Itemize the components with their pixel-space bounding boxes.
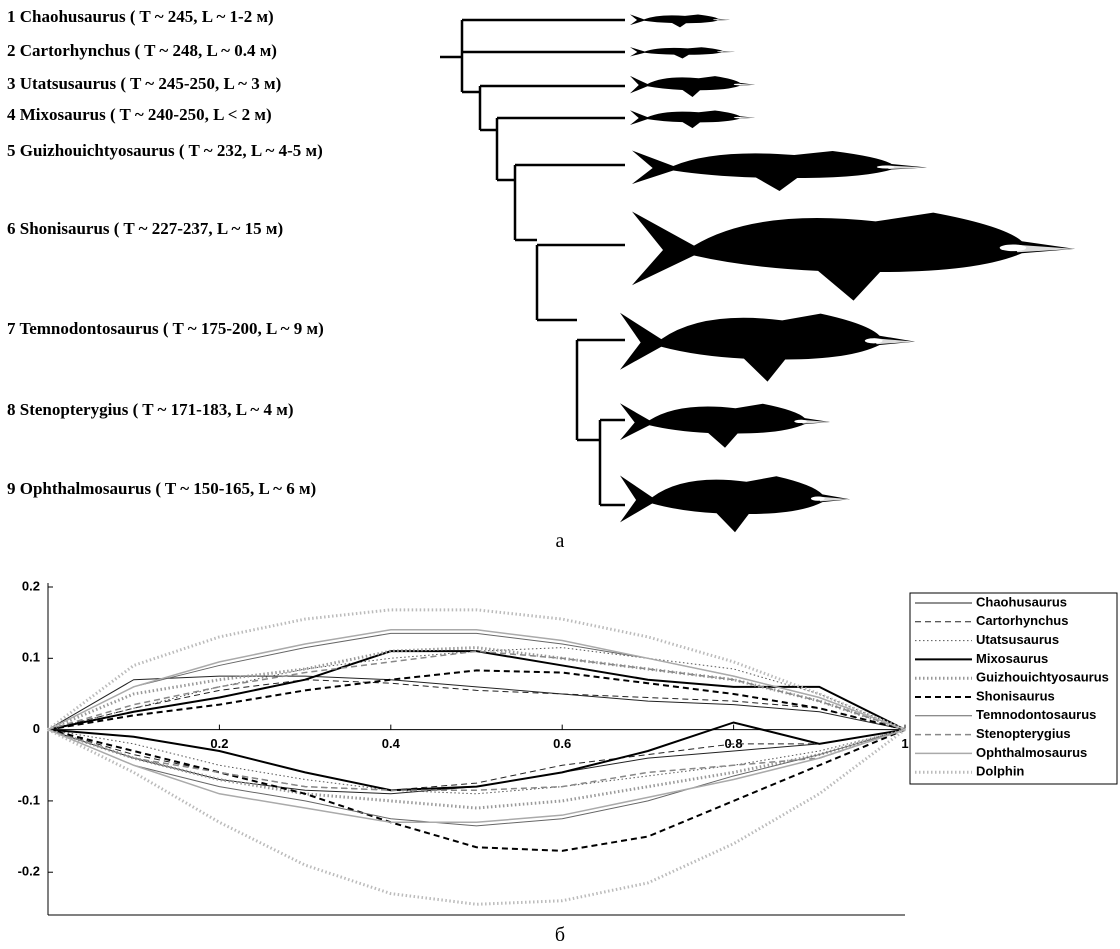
x-tick-label: 0.6 (553, 736, 571, 751)
legend-label: Dolphin (976, 764, 1024, 779)
x-tick-label: 0.4 (382, 736, 401, 751)
silhouettes (620, 14, 1075, 532)
y-tick-label: 0.1 (22, 650, 40, 665)
figure: 1 Chaohusaurus ( T ~ 245, L ~ 1-2 м) 2 Ca… (0, 0, 1120, 949)
legend-label: Shonisaurus (976, 688, 1055, 703)
taxon-label: 2 Cartorhynchus ( T ~ 248, L ~ 0.4 м) (7, 41, 277, 60)
outline-upper (48, 670, 905, 729)
legend-label: Ophthalmosaurus (976, 745, 1087, 760)
taxon-label: 8 Stenopterygius ( T ~ 171-183, L ~ 4 м) (7, 400, 294, 419)
x-tick-label: 0.2 (210, 736, 228, 751)
taxon-label: 9 Ophthalmosaurus ( T ~ 150-165, L ~ 6 м… (7, 479, 316, 498)
taxon-label: 7 Temnodontosaurus ( T ~ 175-200, L ~ 9 … (7, 319, 324, 338)
y-tick-label: -0.2 (18, 864, 40, 879)
outline-lower (48, 730, 905, 905)
y-tick-label: 0.2 (22, 578, 40, 593)
taxon-label: 6 Shonisaurus ( T ~ 227-237, L ~ 15 м) (7, 219, 283, 238)
legend-label: Chaohusaurus (976, 594, 1067, 609)
outline-upper (48, 648, 905, 730)
cladogram (440, 20, 625, 505)
outline-upper (48, 630, 905, 730)
taxon-label: 3 Utatsusaurus ( T ~ 245-250, L ~ 3 м) (7, 74, 281, 93)
caption: а (556, 530, 565, 552)
outline-lower (48, 730, 905, 791)
legend-label: Temnodontosaurus (976, 707, 1096, 722)
legend-label: Cartorhynchus (976, 613, 1068, 628)
y-tick-label: -0.1 (18, 792, 40, 807)
outline-lower (48, 730, 905, 791)
caption: б (555, 924, 565, 946)
legend-label: Mixosaurus (976, 651, 1048, 666)
outline-upper (48, 648, 905, 730)
taxon-label: 1 Chaohusaurus ( T ~ 245, L ~ 1-2 м) (7, 7, 274, 26)
x-tick-label: 1 (901, 736, 908, 751)
legend-label: Stenopterygius (976, 726, 1071, 741)
legend-label: Utatsusaurus (976, 632, 1059, 647)
taxon-label: 4 Mixosaurus ( T ~ 240-250, L < 2 м) (7, 105, 272, 124)
outline-upper (48, 676, 905, 729)
outline-upper (48, 633, 905, 729)
legend-label: Guizhouichtyosaurus (976, 670, 1109, 685)
taxon-label: 5 Guizhouichtyosaurus ( T ~ 232, L ~ 4-5… (7, 141, 323, 160)
y-tick-label: 0 (33, 721, 40, 736)
